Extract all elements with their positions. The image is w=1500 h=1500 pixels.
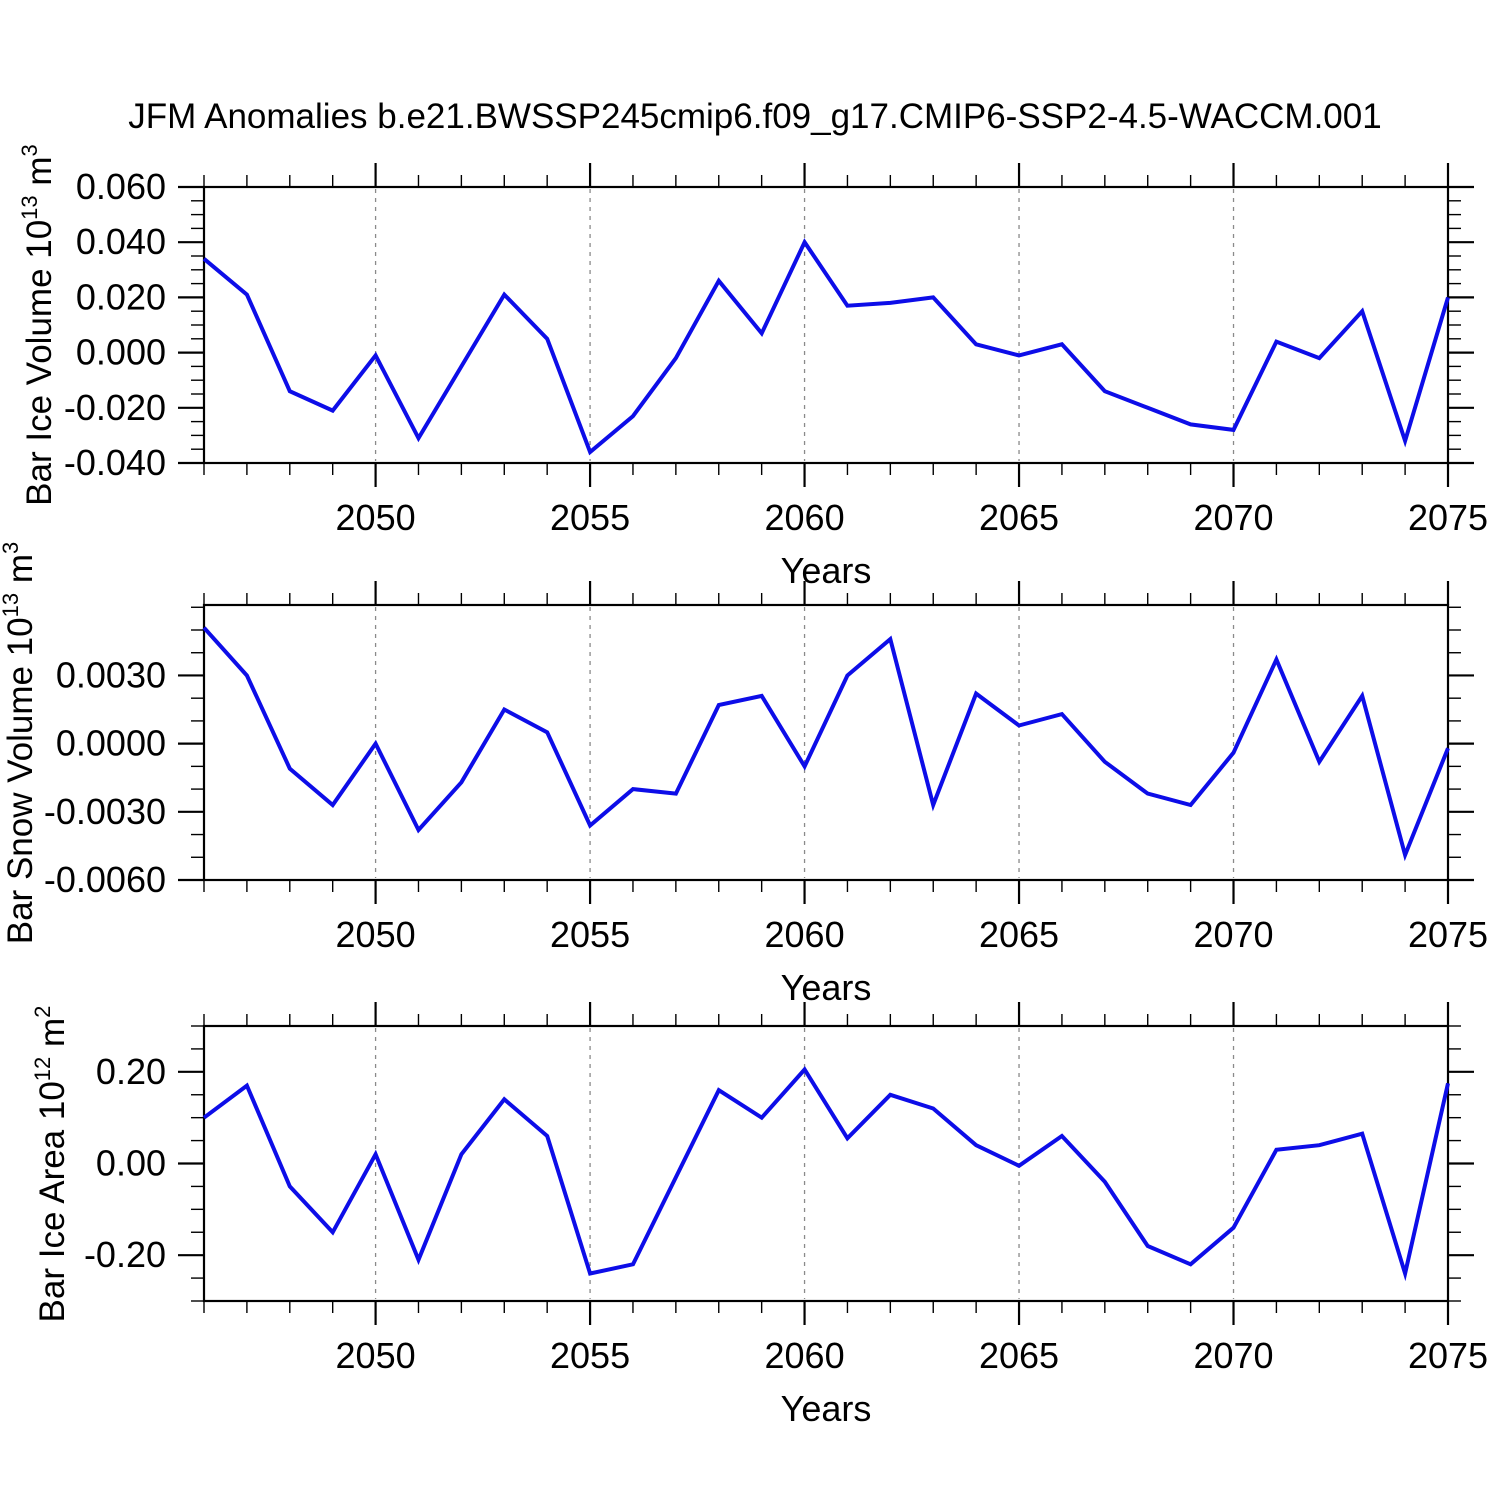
x-tick-label: 2075 xyxy=(1408,1335,1488,1376)
x-tick-label: 2070 xyxy=(1193,1335,1273,1376)
x-tick-label: 2050 xyxy=(336,914,416,955)
y-tick-label: -0.020 xyxy=(64,387,166,428)
y-tick-label: 0.000 xyxy=(76,332,166,373)
panel-2: 0.0030 0.0000 -0.0030 -0.0060 2050 2055 2060 20… xyxy=(44,581,1488,1008)
x-tick-label: 2060 xyxy=(765,1335,845,1376)
axis-box xyxy=(202,185,1450,465)
y-tick-label: -0.20 xyxy=(84,1234,166,1275)
y-tick-label: 0.0030 xyxy=(56,654,166,695)
y-tick-label: 0.0000 xyxy=(56,723,166,764)
x-tick-label: 2070 xyxy=(1193,497,1273,538)
y-tick-label: 0.040 xyxy=(76,221,166,262)
data-line xyxy=(202,238,1450,456)
x-tick-label: 2050 xyxy=(336,1335,416,1376)
y-tick-label: 0.060 xyxy=(76,166,166,207)
y-tick-label: -0.040 xyxy=(64,442,166,483)
x-tick-label: 2055 xyxy=(550,497,630,538)
x-tick-label: 2065 xyxy=(979,914,1059,955)
y-tick-label: 0.00 xyxy=(96,1143,166,1184)
x-axis-title: Years xyxy=(781,1388,872,1429)
x-tick-label: 2075 xyxy=(1408,914,1488,955)
x-tick-label: 2065 xyxy=(979,1335,1059,1376)
axis-box xyxy=(202,1024,1450,1303)
panel-3: 0.20 0.00 -0.20 2050 2055 2060 2065 2070 2075 Yea… xyxy=(84,1002,1488,1429)
data-line xyxy=(202,626,1450,862)
x-tick-label: 2070 xyxy=(1193,914,1273,955)
x-tick-label: 2055 xyxy=(550,1335,630,1376)
y-tick-label: 0.20 xyxy=(96,1051,166,1092)
x-axis-title: Years xyxy=(781,550,872,591)
x-tick-label: 2050 xyxy=(336,497,416,538)
data-line xyxy=(202,1066,1450,1282)
y-tick-label: -0.0060 xyxy=(44,859,166,900)
y-tick-label: -0.0030 xyxy=(44,791,166,832)
axis-box xyxy=(202,603,1450,882)
x-tick-label: 2075 xyxy=(1408,497,1488,538)
x-tick-label: 2060 xyxy=(765,914,845,955)
x-tick-label: 2060 xyxy=(765,497,845,538)
chart-title: JFM Anomalies b.e21.BWSSP245cmip6.f09_g1… xyxy=(128,97,1382,136)
y-tick-label: 0.020 xyxy=(76,276,166,317)
x-tick-label: 2055 xyxy=(550,914,630,955)
x-axis-title: Years xyxy=(781,967,872,1008)
panel-1: 0.060 0.040 0.020 0.000 -0.020 -0.040 2050 2055… xyxy=(64,163,1488,591)
x-tick-label: 2065 xyxy=(979,497,1059,538)
